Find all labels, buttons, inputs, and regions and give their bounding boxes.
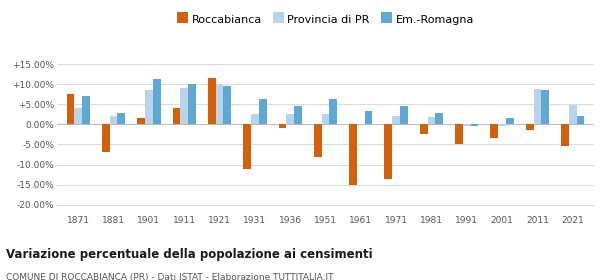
Bar xyxy=(173,108,180,124)
Bar xyxy=(455,124,463,144)
Bar xyxy=(259,99,266,124)
Bar xyxy=(67,94,74,124)
Bar xyxy=(74,108,82,124)
Bar xyxy=(506,118,514,124)
Bar xyxy=(392,116,400,124)
Bar xyxy=(577,116,584,124)
Bar xyxy=(208,78,215,124)
Bar xyxy=(471,124,478,125)
Bar xyxy=(349,124,357,185)
Bar xyxy=(541,90,549,124)
Bar xyxy=(526,124,533,130)
Bar xyxy=(243,124,251,169)
Text: Variazione percentuale della popolazione ai censimenti: Variazione percentuale della popolazione… xyxy=(6,248,373,261)
Bar xyxy=(329,99,337,124)
Bar xyxy=(110,116,118,124)
Bar xyxy=(223,86,231,124)
Bar xyxy=(137,118,145,124)
Bar xyxy=(533,89,541,124)
Bar xyxy=(365,111,373,124)
Text: COMUNE DI ROCCABIANCA (PR) - Dati ISTAT - Elaborazione TUTTITALIA.IT: COMUNE DI ROCCABIANCA (PR) - Dati ISTAT … xyxy=(6,273,334,280)
Legend: Roccabianca, Provincia di PR, Em.-Romagna: Roccabianca, Provincia di PR, Em.-Romagn… xyxy=(177,15,474,25)
Bar xyxy=(463,124,471,125)
Bar xyxy=(118,113,125,124)
Bar xyxy=(385,124,392,179)
Bar xyxy=(294,106,302,124)
Bar xyxy=(102,124,110,152)
Bar xyxy=(490,124,498,138)
Bar xyxy=(286,114,294,124)
Bar xyxy=(322,114,329,124)
Bar xyxy=(153,79,161,124)
Bar xyxy=(420,124,428,134)
Bar xyxy=(569,105,577,124)
Bar xyxy=(400,106,408,124)
Bar xyxy=(314,124,322,157)
Bar xyxy=(498,124,506,125)
Bar xyxy=(145,90,153,124)
Bar xyxy=(82,96,90,124)
Bar xyxy=(357,123,365,124)
Bar xyxy=(188,84,196,124)
Bar xyxy=(278,124,286,128)
Bar xyxy=(215,84,223,124)
Bar xyxy=(180,88,188,124)
Bar xyxy=(428,117,436,124)
Bar xyxy=(561,124,569,146)
Bar xyxy=(436,113,443,124)
Bar xyxy=(251,114,259,124)
